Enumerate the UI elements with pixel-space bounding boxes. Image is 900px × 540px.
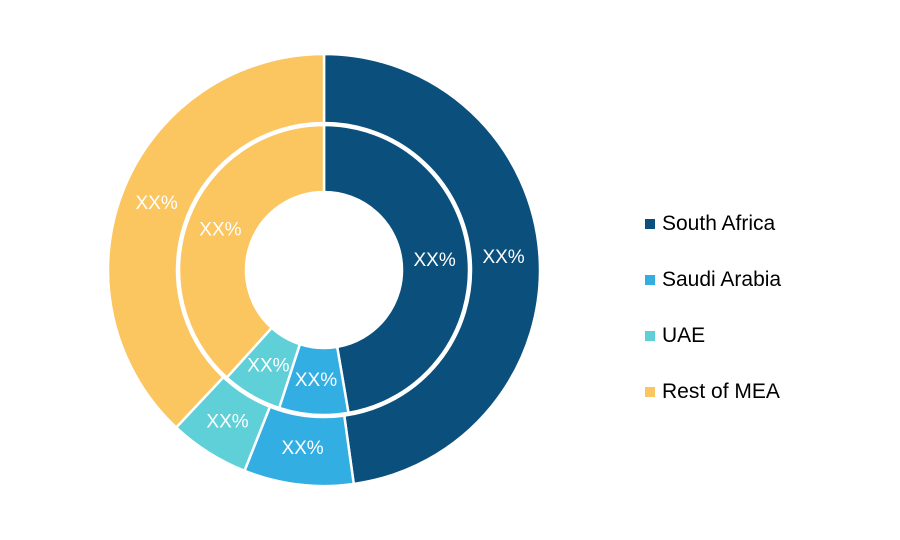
outer-ring <box>106 52 542 488</box>
slice-labels: XX% XX% XX% XX% XX% XX% XX% XX% <box>136 193 525 459</box>
inner-label-south-africa: XX% <box>413 250 455 271</box>
outer-label-saudi-arabia: XX% <box>281 438 323 459</box>
outer-label-rest-of-mea: XX% <box>136 193 178 214</box>
outer-slice-south-africa <box>322 52 542 486</box>
inner-slice-rest-of-mea <box>177 123 326 380</box>
outer-label-uae: XX% <box>206 411 248 432</box>
legend-item-rest-of-mea: Rest of MEA <box>645 364 781 420</box>
legend-swatch <box>645 387 655 397</box>
legend-swatch <box>645 275 655 285</box>
legend-label: UAE <box>662 324 706 347</box>
inner-ring <box>177 123 471 417</box>
outer-slice-rest-of-mea <box>106 52 326 430</box>
outer-label-south-africa: XX% <box>482 247 524 268</box>
legend-swatch <box>645 331 655 341</box>
legend-label: South Africa <box>662 212 776 235</box>
inner-label-uae: XX% <box>247 356 289 377</box>
legend-item-south-africa: South Africa <box>645 196 781 252</box>
legend-swatch <box>645 219 655 229</box>
legend: South Africa Saudi Arabia UAE Rest of ME… <box>645 196 781 420</box>
legend-label: Saudi Arabia <box>662 268 782 291</box>
inner-label-saudi-arabia: XX% <box>295 370 337 391</box>
inner-label-rest-of-mea: XX% <box>199 220 241 241</box>
inner-slice-south-africa <box>322 123 471 415</box>
legend-item-saudi-arabia: Saudi Arabia <box>645 252 781 308</box>
legend-item-uae: UAE <box>645 308 781 364</box>
legend-label: Rest of MEA <box>662 380 780 403</box>
